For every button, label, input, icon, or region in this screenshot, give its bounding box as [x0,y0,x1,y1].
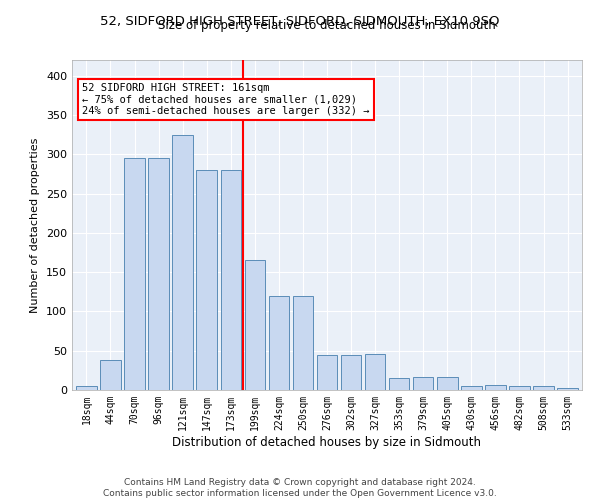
Bar [317,356,337,390]
Bar [365,354,385,390]
Text: 52 SIDFORD HIGH STREET: 161sqm
← 75% of detached houses are smaller (1,029)
24% : 52 SIDFORD HIGH STREET: 161sqm ← 75% of … [82,83,370,116]
Y-axis label: Number of detached properties: Number of detached properties [31,138,40,312]
Bar [557,388,578,390]
X-axis label: Distribution of detached houses by size in Sidmouth: Distribution of detached houses by size … [173,436,482,448]
Bar [196,170,217,390]
Bar [245,260,265,390]
Bar [172,134,193,390]
Title: Size of property relative to detached houses in Sidmouth: Size of property relative to detached ho… [158,20,496,32]
Bar [148,158,169,390]
Bar [293,296,313,390]
Text: 52, SIDFORD HIGH STREET, SIDFORD, SIDMOUTH, EX10 9SQ: 52, SIDFORD HIGH STREET, SIDFORD, SIDMOU… [100,15,500,28]
Bar [485,386,506,390]
Bar [76,386,97,390]
Bar [413,378,433,390]
Bar [509,386,530,390]
Bar [389,378,409,390]
Bar [461,386,482,390]
Text: Contains HM Land Registry data © Crown copyright and database right 2024.
Contai: Contains HM Land Registry data © Crown c… [103,478,497,498]
Bar [124,158,145,390]
Bar [437,376,458,390]
Bar [341,356,361,390]
Bar [100,360,121,390]
Bar [533,386,554,390]
Bar [269,296,289,390]
Bar [221,170,241,390]
